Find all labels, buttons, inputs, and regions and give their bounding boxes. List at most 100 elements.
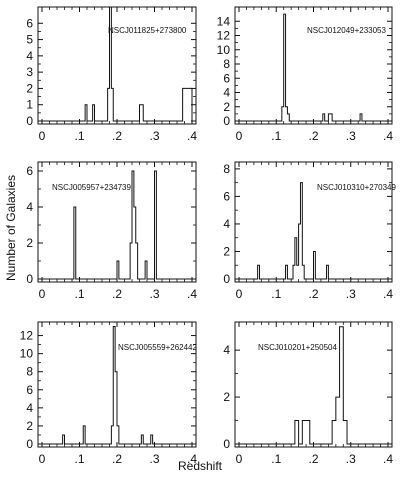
y-tick-label: 10	[217, 43, 231, 57]
cluster-name-label: NSCJ010310+270349	[317, 183, 397, 192]
histogram-steps	[239, 182, 388, 280]
y-tick-label: 6	[26, 164, 33, 178]
cluster-name-label: NSCJ010201+250504	[258, 343, 338, 352]
cluster-name-label: NSCJ011825+273800	[108, 26, 187, 35]
x-tick-label: .1	[74, 129, 84, 143]
histogram-bar	[302, 421, 306, 444]
y-tick-label: 0	[223, 437, 230, 451]
x-tick-label: .1	[271, 452, 281, 466]
y-tick-label: 3	[26, 65, 33, 79]
y-tick-label: 4	[26, 200, 33, 214]
x-tick-label: 0	[236, 129, 243, 143]
y-axis-label: Number of Galaxies	[4, 175, 18, 281]
cluster-name-label: NSCJ012049+233053	[307, 26, 387, 35]
x-tick-label: 0	[39, 287, 46, 301]
y-tick-label: 8	[26, 365, 33, 379]
x-tick-label: 0	[236, 452, 243, 466]
y-tick-label: 0	[223, 114, 230, 128]
histogram-bar	[295, 421, 299, 444]
y-tick-label: 4	[223, 86, 230, 100]
y-tick-label: 14	[217, 14, 231, 28]
cluster-name-label: NSCJ005957+234739	[52, 183, 132, 192]
histogram-bar	[297, 265, 299, 279]
y-tick-label: 10	[20, 347, 34, 361]
x-tick-label: .2	[112, 452, 122, 466]
histogram-bar	[332, 421, 336, 444]
histogram-steps	[239, 326, 388, 445]
y-tick-label: 4	[223, 343, 230, 357]
y-tick-label: 8	[223, 57, 230, 71]
y-tick-label: 0	[223, 272, 230, 286]
x-tick-label: .2	[112, 129, 122, 143]
x-tick-label: .3	[346, 287, 356, 301]
x-tick-label: .4	[187, 129, 197, 143]
y-tick-label: 5	[26, 33, 33, 47]
y-tick-label: 2	[26, 81, 33, 95]
x-tick-label: .1	[74, 287, 84, 301]
y-tick-label: 2	[26, 419, 33, 433]
histogram-panel: 0 .1 .2 .3 .4 0 2 4 6 8 NSCJ010310+270349	[223, 161, 397, 301]
x-axis-label: Redshift	[178, 459, 223, 473]
histogram-steps	[42, 170, 192, 280]
x-tick-label: .3	[149, 287, 159, 301]
x-tick-label: .2	[308, 287, 318, 301]
histogram-steps	[42, 326, 192, 445]
histogram-steps	[239, 13, 388, 122]
y-tick-label: 12	[217, 29, 231, 43]
x-tick-label: .4	[187, 287, 197, 301]
x-tick-label: .3	[346, 452, 356, 466]
y-tick-label: 2	[223, 244, 230, 258]
x-tick-label: .3	[346, 129, 356, 143]
x-tick-label: .2	[112, 287, 122, 301]
histogram-panel: 0 .1 .2 .3 .4 0 2 4 6 8 10 12 NSCJ005559+262442	[20, 321, 198, 466]
x-tick-label: .2	[308, 129, 318, 143]
y-tick-label: 0	[26, 437, 33, 451]
x-tick-label: .4	[383, 129, 393, 143]
histogram-bar	[340, 327, 344, 444]
x-tick-label: .1	[271, 129, 281, 143]
x-tick-label: .4	[383, 287, 393, 301]
y-tick-label: 4	[223, 217, 230, 231]
y-tick-label: 8	[223, 162, 230, 176]
histogram-panel: 0 .1 .2 .3 .4 0 1 2 3 4 5 6 NSCJ011825+273800	[26, 6, 197, 143]
plot-frame	[234, 6, 393, 125]
y-tick-label: 6	[223, 189, 230, 203]
y-tick-label: 2	[223, 390, 230, 404]
x-tick-label: 0	[39, 129, 46, 143]
histogram-steps	[42, 6, 193, 122]
y-tick-label: 6	[26, 383, 33, 397]
histogram-panel: 0 .1 .2 .3 .4 0 2 4 6 NSCJ005957+234739	[26, 161, 197, 301]
y-tick-label: 6	[223, 71, 230, 85]
y-tick-label: 4	[26, 401, 33, 415]
x-tick-label: .1	[271, 287, 281, 301]
histogram-bar	[185, 88, 187, 121]
x-tick-label: .4	[187, 452, 197, 466]
histogram-bar	[336, 397, 340, 444]
panels-group: 0.1.2.3.40123456NSCJ011825+2738000.1.2.3…	[20, 6, 397, 466]
x-tick-label: 0	[236, 287, 243, 301]
plot-frame	[234, 321, 393, 448]
plot-frame	[37, 6, 197, 125]
histogram-bar	[188, 88, 190, 121]
x-tick-label: .2	[308, 452, 318, 466]
y-tick-label: 12	[20, 329, 34, 343]
histogram-panel: 0 .1 .2 .3 .4 0 2 4 NSCJ010201+250504	[223, 321, 393, 466]
x-tick-label: .3	[149, 129, 159, 143]
y-tick-label: 2	[223, 100, 230, 114]
y-tick-label: 0	[26, 272, 33, 286]
x-tick-label: .1	[74, 452, 84, 466]
y-tick-label: 1	[26, 98, 33, 112]
cluster-name-label: NSCJ005559+262442	[118, 343, 198, 352]
y-tick-label: 0	[26, 114, 33, 128]
histogram-bar	[343, 421, 347, 444]
x-tick-label: .4	[383, 452, 393, 466]
y-tick-label: 4	[26, 49, 33, 63]
y-tick-label: 2	[26, 236, 33, 250]
histogram-bar	[306, 421, 310, 444]
histogram-bar	[186, 88, 188, 121]
y-tick-label: 6	[26, 16, 33, 30]
x-tick-label: 0	[39, 452, 46, 466]
x-tick-label: .3	[149, 452, 159, 466]
